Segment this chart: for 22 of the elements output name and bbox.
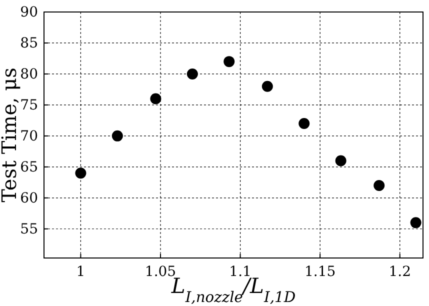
x-tick-label: 1 [76,264,86,280]
y-tick-label: 85 [20,35,38,52]
point [374,180,385,191]
point [335,155,346,166]
y-tick-label: 70 [20,128,38,144]
point [224,56,235,68]
y-tick-label: 80 [20,66,38,82]
y-tick-label: 90 [20,4,38,20]
y-tick-label: 60 [20,190,38,206]
y-tick-label: 55 [20,221,38,238]
point [298,118,310,130]
y-tick-label: 75 [20,97,38,114]
x-tick-label: 1.15 [304,264,336,280]
point [112,130,123,142]
point [75,168,86,179]
point [150,93,162,104]
x-tick-label: 1.2 [388,264,411,280]
point [186,68,198,80]
point [410,217,422,228]
y-tick-label: 65 [20,159,38,176]
y-axis-title: Test Time, μs [0,68,21,202]
point [262,80,273,92]
